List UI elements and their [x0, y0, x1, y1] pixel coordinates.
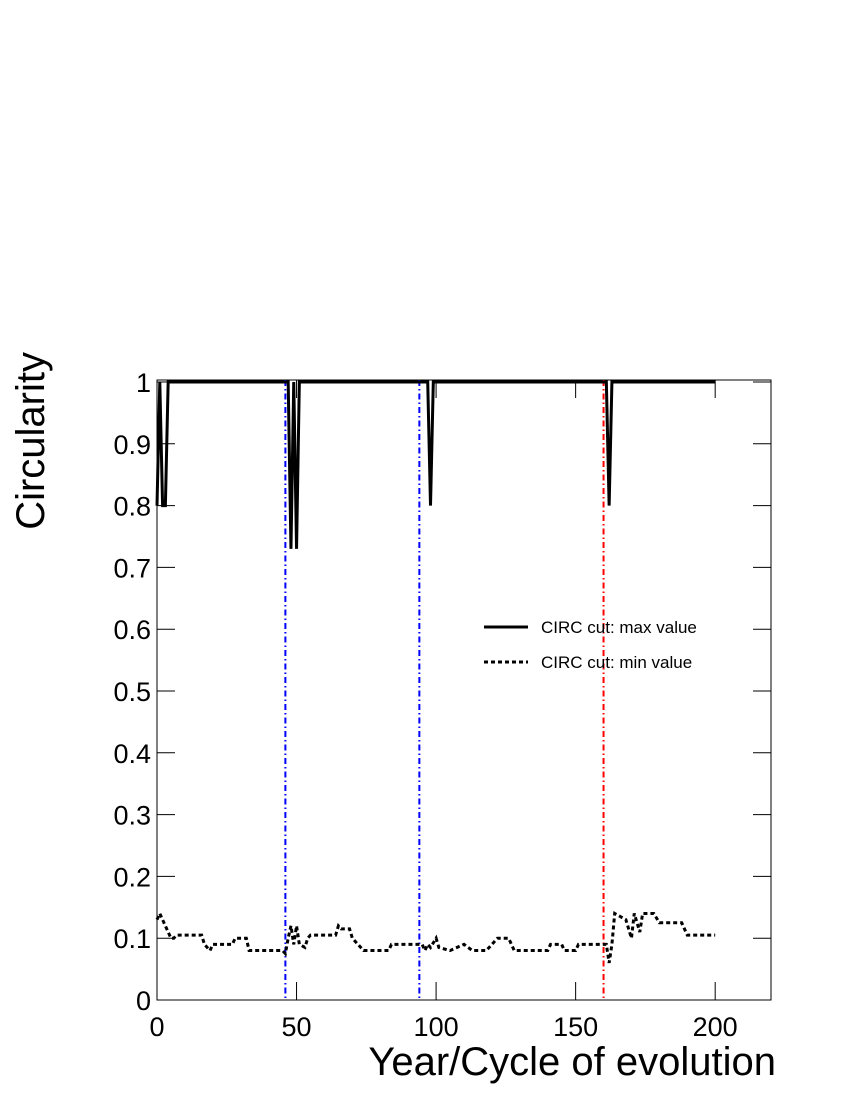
data-line	[155, 380, 716, 549]
y-tick-label: 0.2	[113, 862, 151, 892]
plot-frame	[156, 379, 772, 1001]
x-tick-label: 200	[693, 1012, 738, 1042]
y-tick-label: 0.5	[113, 677, 151, 707]
y-tick-label: 0	[136, 986, 151, 1016]
y-tick-label: 1	[136, 368, 151, 398]
x-tick-label: 50	[282, 1012, 312, 1042]
y-tick-label: 0.8	[113, 492, 151, 522]
legend-label: CIRC cut: max value	[541, 618, 697, 637]
y-tick-label: 0.7	[113, 553, 151, 583]
y-tick-label: 0.4	[113, 739, 151, 769]
y-tick-label: 0.1	[113, 924, 151, 954]
x-tick-label: 100	[414, 1012, 459, 1042]
x-axis-title: Year/Cycle of evolution	[368, 1040, 776, 1084]
data-line	[155, 909, 716, 964]
x-tick-label: 150	[553, 1012, 598, 1042]
x-tick-label: 0	[149, 1012, 164, 1042]
legend-label: CIRC cut: min value	[541, 653, 692, 672]
y-tick-label: 0.3	[113, 801, 151, 831]
y-tick-label: 0.9	[113, 430, 151, 460]
y-tick-label: 0.6	[113, 615, 151, 645]
y-axis-title: Circularity	[9, 352, 53, 530]
